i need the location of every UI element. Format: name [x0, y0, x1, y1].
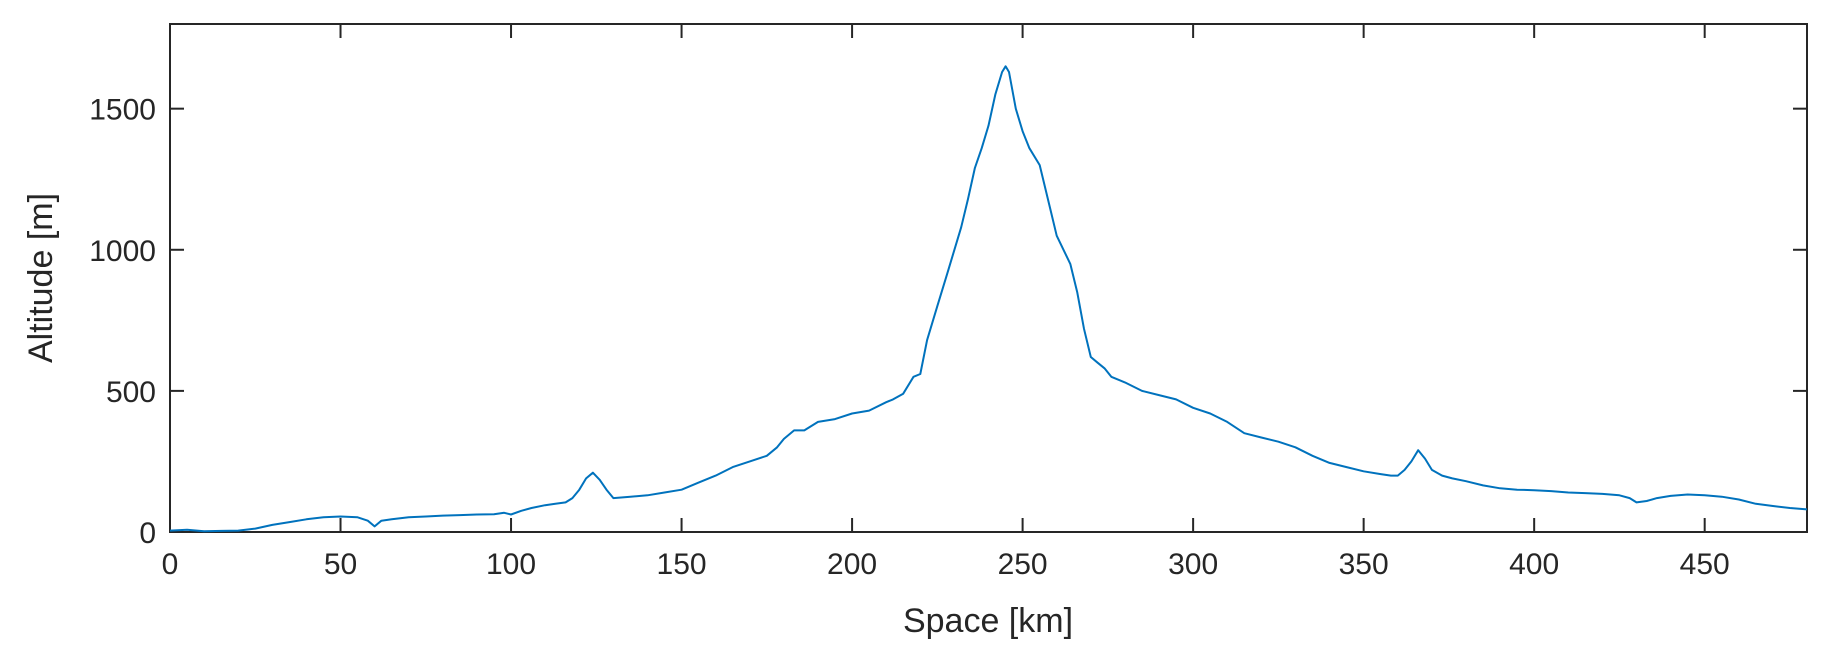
- plot-area: [169, 23, 1808, 533]
- x-tick-label: 100: [486, 548, 536, 581]
- y-axis-title: Altitude [m]: [22, 193, 60, 363]
- axis-ticks: [169, 24, 1807, 533]
- y-tick-label: 1500: [89, 94, 156, 127]
- x-tick-label: 450: [1680, 548, 1730, 581]
- x-tick-label: 0: [162, 548, 179, 581]
- y-tick-labels: 0 500 1000 1500: [89, 94, 156, 550]
- series-line-0: [169, 65, 1808, 533]
- x-tick-label: 400: [1509, 548, 1559, 581]
- x-axis-title: Space [km]: [903, 602, 1073, 640]
- plot-frame: [169, 23, 1808, 533]
- y-tick-label: 500: [106, 376, 156, 409]
- x-tick-labels: 0 50 100 150 200 250 300 350 400 450: [162, 548, 1730, 581]
- x-tick-label: 200: [827, 548, 877, 581]
- series-layer: [169, 65, 1808, 533]
- y-tick-label: 1000: [89, 235, 156, 268]
- x-tick-label: 150: [657, 548, 707, 581]
- x-tick-label: 350: [1339, 548, 1389, 581]
- x-tick-label: 300: [1168, 548, 1218, 581]
- x-tick-label: 250: [998, 548, 1048, 581]
- y-tick-label: 0: [139, 517, 156, 550]
- x-tick-label: 50: [324, 548, 357, 581]
